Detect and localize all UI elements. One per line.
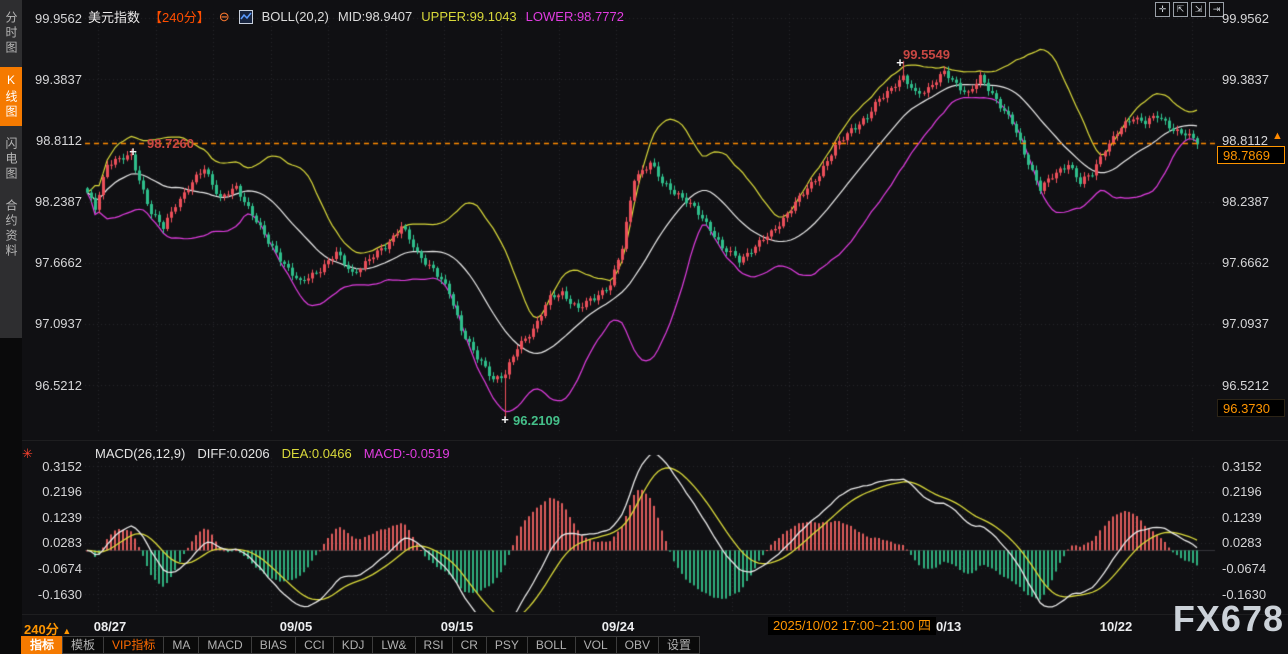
chart-type-sidebar: 分时图 K线图闪电图合约资料 xyxy=(0,0,22,338)
period-label: 240分 xyxy=(24,622,59,637)
period-dropdown-icon: ▲ xyxy=(62,626,72,636)
axis-tick-label: 0.0283 xyxy=(1222,535,1262,551)
indicator-toolbar: 指标 模板 VIP指标 MA MACD BIAS CCI KDJ LW& RSI CR PSY BOLL… xyxy=(21,636,700,654)
macd-dea-value: DEA:0.0466 xyxy=(281,446,352,461)
boll-mid-value: MID:98.9407 xyxy=(337,9,413,24)
period-low-label: 96.2109 xyxy=(513,413,560,428)
crosshair-datetime-box: 2025/10/02 17:00~21:00 四 xyxy=(768,617,936,635)
macd-burst-icon[interactable]: ✳ xyxy=(22,446,33,461)
axis-zoom-icon[interactable]: ⇲ xyxy=(1191,2,1206,17)
axis-tick-label: 96.5212 xyxy=(35,377,82,393)
collapse-icon[interactable]: ⊖ xyxy=(218,9,230,24)
low-price-box: 96.3730 xyxy=(1217,399,1285,417)
macd-header: MACD(26,12,9) DIFF:0.0206 DEA:0.0466 MAC… xyxy=(95,446,450,461)
toolbar-item-ma[interactable]: MA xyxy=(163,636,200,654)
toolbar-item-cr[interactable]: CR xyxy=(451,636,487,654)
left-margin xyxy=(0,338,22,654)
toolbar-item-bias[interactable]: BIAS xyxy=(250,636,297,654)
period-high-label: 99.5549 xyxy=(903,47,950,62)
fx678-watermark: FX678 xyxy=(1172,598,1284,639)
toolbar-item-vip-indicator[interactable]: VIP指标 xyxy=(103,636,165,654)
zoom-fit-icon[interactable]: ⇱ xyxy=(1173,2,1188,17)
axis-tick-label: -0.1630 xyxy=(1222,586,1267,602)
toolbar-item-obv[interactable]: OBV xyxy=(615,636,659,654)
toolbar-item-template[interactable]: 模板 xyxy=(62,636,105,654)
price-up-arrow-icon: ▲ xyxy=(1272,130,1283,142)
early-high-label: 98.7260 xyxy=(147,136,194,151)
toolbar-item-psy[interactable]: PSY xyxy=(485,636,528,654)
macd-params-label: MACD(26,12,9) xyxy=(95,446,186,461)
axis-divider xyxy=(0,614,1288,615)
axis-tick-label: 0.1239 xyxy=(42,509,82,525)
toolbar-item-cci[interactable]: CCI xyxy=(295,636,334,654)
axis-tick-label: 99.3837 xyxy=(1222,71,1269,87)
symbol-name: 美元指数 xyxy=(88,10,141,25)
crosshair-marker: + xyxy=(896,55,904,70)
axis-tick-label: 99.9562 xyxy=(35,10,82,26)
sidebar-tab-kline-chart[interactable]: K线图 xyxy=(0,67,22,126)
axis-tick-label: 0.3152 xyxy=(42,458,82,474)
panel-divider xyxy=(0,440,1288,441)
last-price-box: 98.7869 xyxy=(1217,146,1285,164)
axis-tick-label: 96.5212 xyxy=(1222,377,1269,393)
period-selector[interactable]: 240分 ▲ xyxy=(24,619,71,638)
axis-tick-label: -0.1630 xyxy=(37,586,82,602)
macd-hist-value: MACD:-0.0519 xyxy=(363,446,450,461)
pan-icon[interactable]: ✛ xyxy=(1155,2,1170,17)
indicator-chart-icon xyxy=(238,9,253,24)
axis-tick-label: 97.6662 xyxy=(35,255,82,271)
axis-tick-label: 98.2387 xyxy=(35,194,82,209)
toolbar-item-vol[interactable]: VOL xyxy=(574,636,617,654)
axis-tick-label: 97.0937 xyxy=(35,316,82,332)
x-axis-date-label: 09/15 xyxy=(440,619,474,634)
axis-tick-label: 0.1239 xyxy=(1222,509,1262,525)
axis-tick-label: 97.6662 xyxy=(1222,255,1269,271)
toolbar-item-rsi[interactable]: RSI xyxy=(414,636,453,654)
axis-tick-label: 97.0937 xyxy=(1222,316,1269,332)
x-axis-date-label: 10/22 xyxy=(1099,619,1133,634)
period-tag: 【240分】 xyxy=(149,10,210,25)
x-axis-date-label: 09/05 xyxy=(279,619,313,634)
axis-tick-label: 98.8112 xyxy=(1222,132,1269,148)
axis-tick-label: 99.3837 xyxy=(35,71,82,87)
axis-tick-label: -0.0674 xyxy=(37,560,82,576)
axis-tick-label: -0.0674 xyxy=(1222,560,1267,576)
x-axis-date-label: 08/27 xyxy=(93,619,127,634)
boll-upper-value: UPPER:99.1043 xyxy=(421,9,517,24)
axis-tick-label: 0.3152 xyxy=(1222,458,1262,474)
boll-indicator-label: BOLL(20,2) xyxy=(261,9,329,24)
toolbar-item-macd[interactable]: MACD xyxy=(198,636,252,654)
sidebar-tab-contract-info[interactable]: 合约资料 xyxy=(4,199,18,259)
axis-tick-label: 98.2387 xyxy=(1222,194,1269,209)
axis-tick-label: 0.2196 xyxy=(1222,484,1262,500)
axis-tick-label: 98.8112 xyxy=(35,132,82,148)
crosshair-marker: + xyxy=(129,144,137,159)
axis-tick-label: 0.0283 xyxy=(42,535,82,551)
macd-diff-value: DIFF:0.0206 xyxy=(197,446,270,461)
toolbar-item-boll[interactable]: BOLL xyxy=(526,636,576,654)
axis-tick-label: 99.9562 xyxy=(1222,10,1269,26)
axis-tick-label: 0.2196 xyxy=(42,484,82,500)
x-axis-date-label: 10/13 xyxy=(928,619,962,634)
toolbar-item-indicator[interactable]: 指标 xyxy=(21,636,64,654)
chart-tool-icons: ✛ ⇱ ⇲ ⇥ xyxy=(1152,2,1224,17)
chart-header: 美元指数 【240分】 ⊖ BOLL(20,2) MID:98.9407 UPP… xyxy=(88,7,624,26)
toolbar-item-lw[interactable]: LW& xyxy=(372,636,416,654)
sidebar-tab-time-chart[interactable]: 分时图 xyxy=(4,11,18,56)
toolbar-item-settings[interactable]: 设置 xyxy=(657,636,700,654)
x-axis-date-label: 09/24 xyxy=(601,619,635,634)
pan-right-icon[interactable]: ⇥ xyxy=(1209,2,1224,17)
crosshair-marker: + xyxy=(501,412,509,427)
toolbar-item-kdj[interactable]: KDJ xyxy=(332,636,374,654)
boll-lower-value: LOWER:98.7772 xyxy=(525,9,624,24)
sidebar-tab-flash-chart[interactable]: 闪电图 xyxy=(4,137,18,182)
